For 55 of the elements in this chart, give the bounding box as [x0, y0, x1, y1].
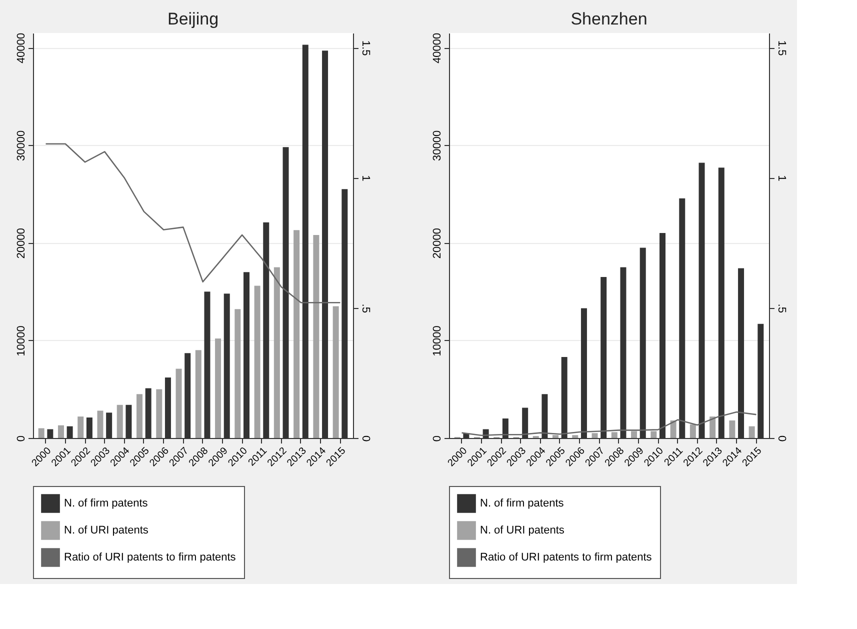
bar — [710, 416, 716, 438]
y2-tick-label: 0 — [776, 435, 788, 442]
legend-label: Ratio of URI patents to firm patents — [480, 552, 652, 564]
bar — [116, 404, 123, 438]
y2-tick-label: 1.5 — [360, 40, 372, 56]
bar — [58, 425, 64, 438]
bar — [176, 368, 182, 438]
y2-tick-label: 1 — [776, 175, 788, 182]
legend-label: N. of firm patents — [480, 498, 564, 510]
y-tick-label: 0 — [432, 435, 444, 442]
bar — [294, 230, 300, 438]
bar — [38, 428, 44, 438]
bar — [572, 435, 578, 438]
y2-tick-label: 1 — [360, 175, 372, 182]
bar — [215, 338, 222, 438]
bar — [611, 432, 618, 438]
bar — [313, 235, 320, 438]
bar — [156, 389, 162, 438]
chart-title: Shenzhen — [570, 9, 648, 28]
legend-label: N. of firm patents — [64, 498, 148, 510]
bar — [332, 306, 339, 438]
legend-label: Ratio of URI patents to firm patents — [64, 552, 236, 564]
bar — [274, 267, 280, 438]
bar — [690, 424, 696, 438]
bar — [195, 350, 202, 438]
y-tick-label: 10000 — [16, 326, 28, 356]
y2-tick-label: .5 — [776, 304, 788, 313]
y2-tick-label: 1.5 — [776, 40, 788, 56]
y-tick-label: 20000 — [16, 228, 28, 259]
bar — [592, 433, 598, 438]
y2-tick-label: .5 — [360, 304, 372, 313]
bar — [670, 420, 676, 438]
bar — [650, 431, 657, 438]
line-series — [461, 411, 757, 436]
y-tick-label: 10000 — [432, 326, 444, 356]
bar — [552, 435, 559, 438]
bar — [254, 286, 260, 438]
y-tick-label: 40000 — [432, 32, 444, 64]
bar — [729, 420, 736, 438]
legend-label: N. of URI patents — [64, 524, 149, 536]
bar — [97, 410, 104, 438]
y-tick-label: 20000 — [432, 228, 444, 259]
y-tick-label: 40000 — [16, 32, 28, 64]
chart-title: Beijing — [167, 9, 219, 28]
bar — [631, 431, 638, 438]
bar — [748, 426, 755, 438]
legend-label: N. of URI patents — [480, 524, 565, 536]
bar — [234, 309, 241, 438]
y-tick-label: 30000 — [432, 130, 444, 162]
line-series — [45, 143, 341, 304]
y-tick-label: 30000 — [16, 130, 28, 162]
y2-tick-label: 0 — [360, 435, 372, 442]
y-tick-label: 0 — [16, 435, 28, 442]
bar — [136, 394, 143, 438]
bar — [78, 416, 84, 438]
